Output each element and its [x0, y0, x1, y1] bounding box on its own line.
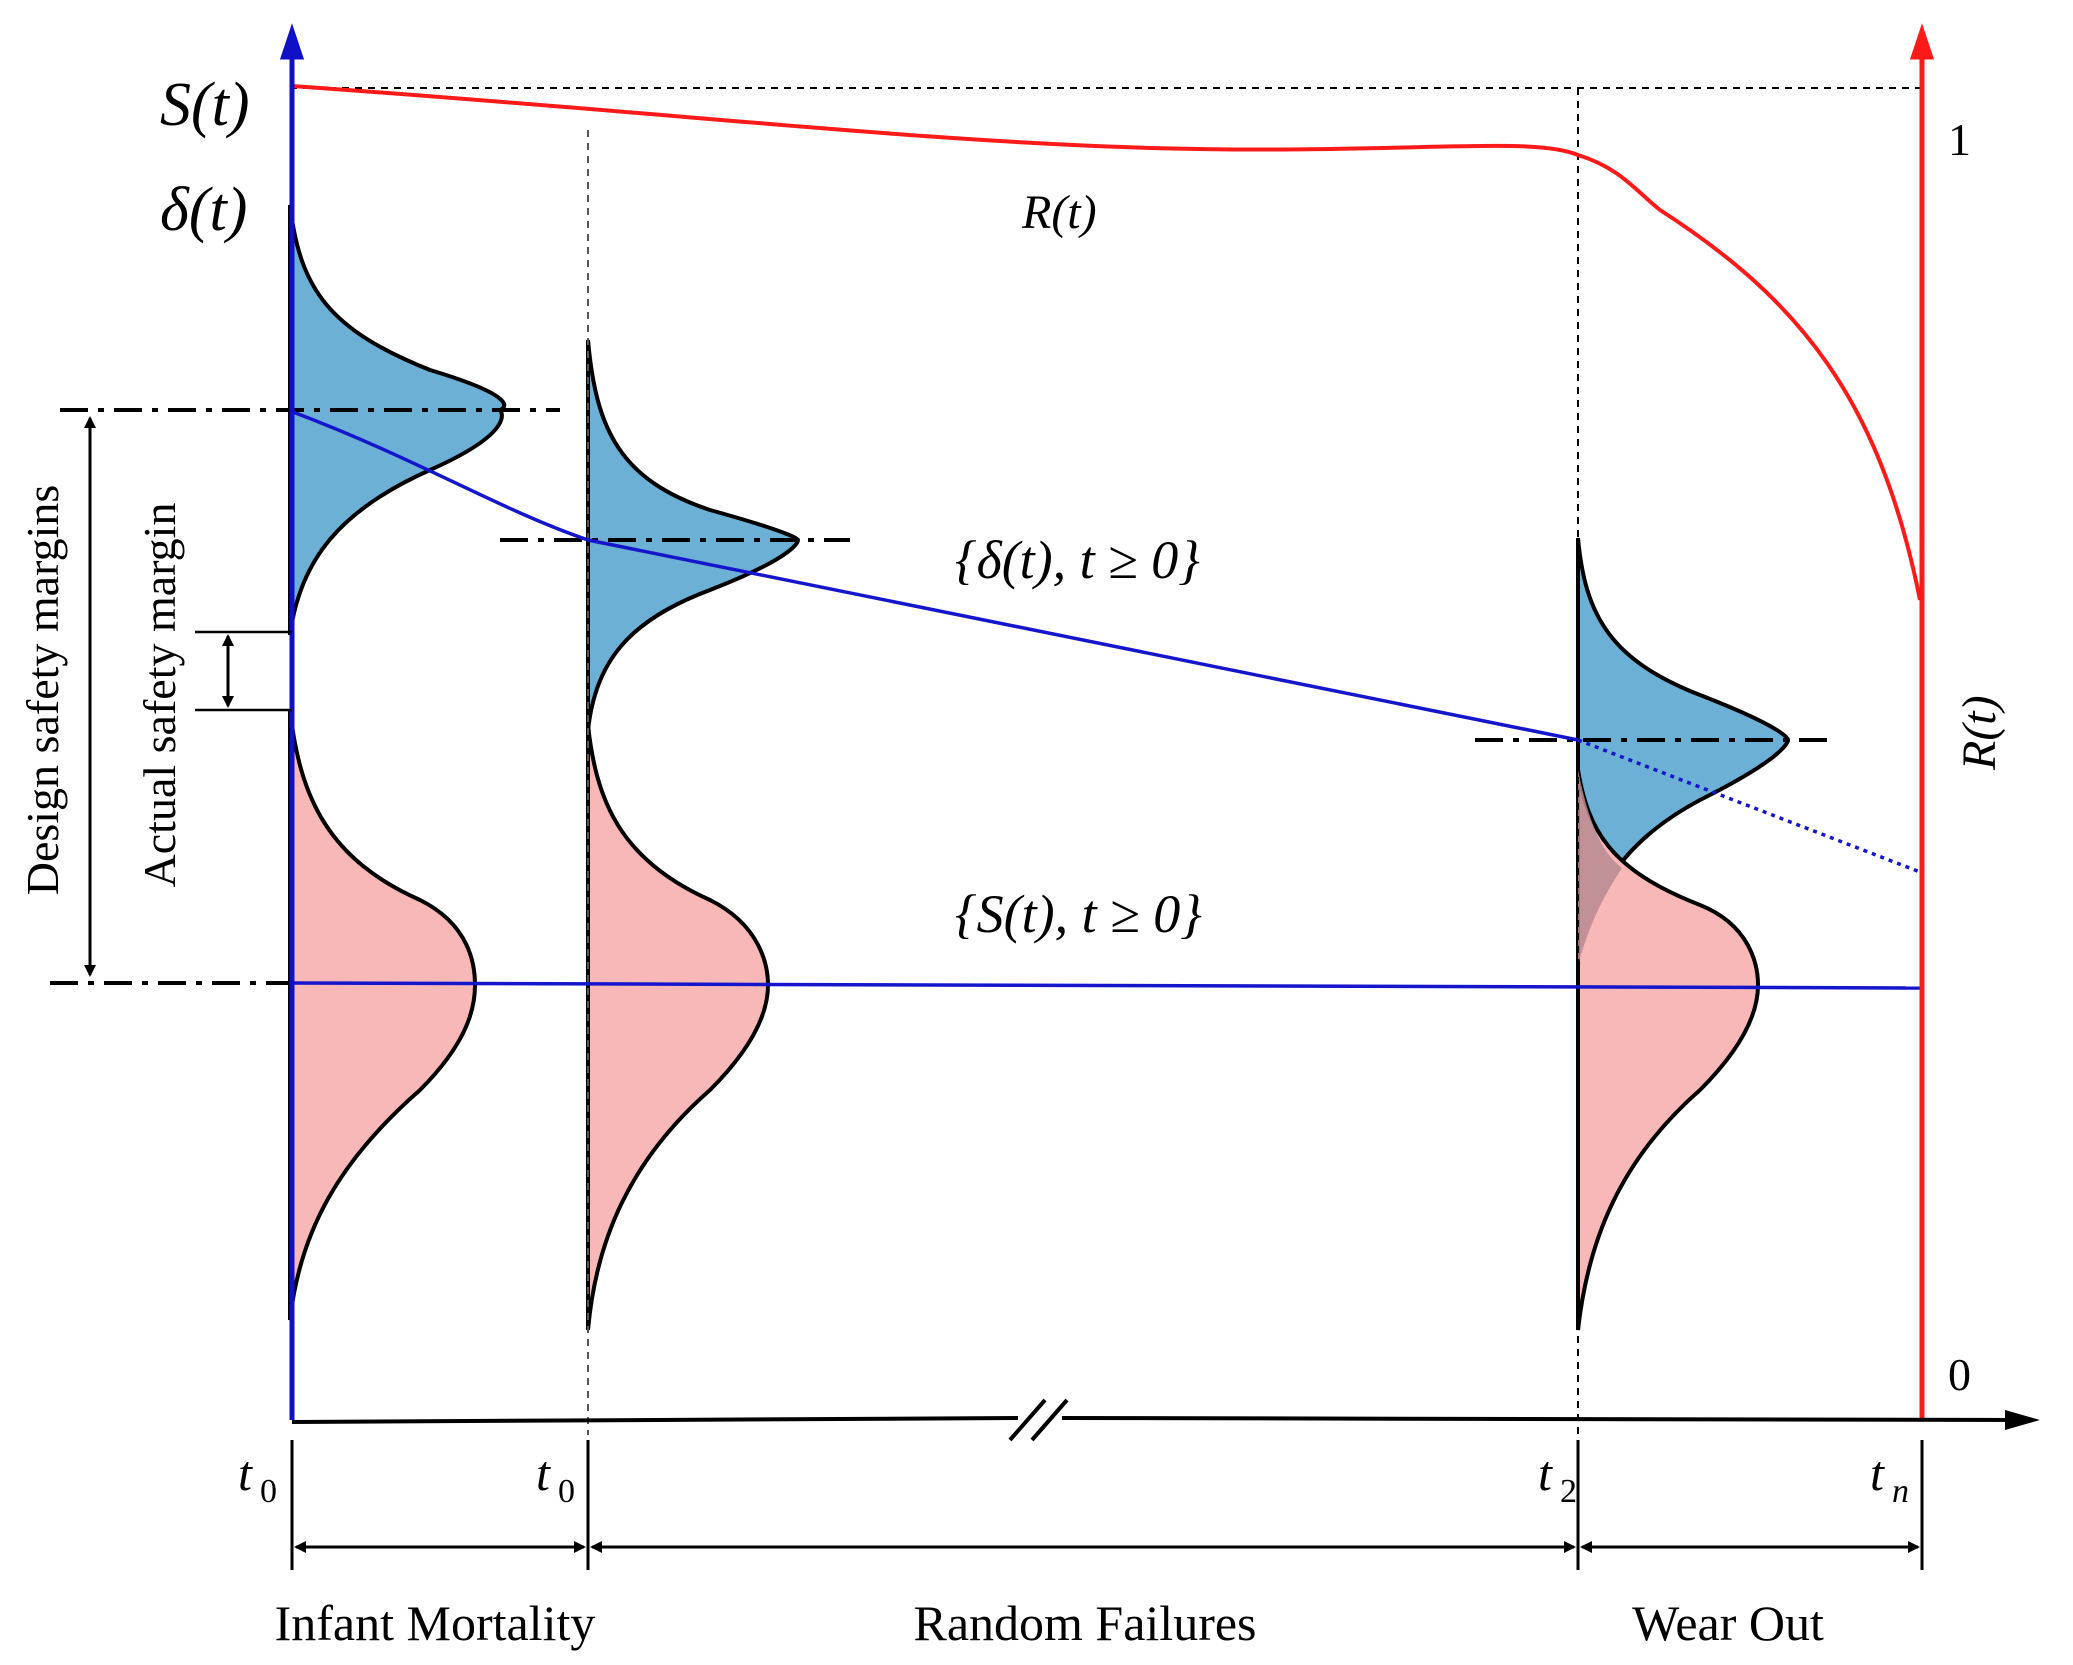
delta-process-label: {δ(t), t ≥ 0} — [955, 530, 1200, 590]
time-axis-arrowhead-icon — [2005, 1410, 2040, 1430]
reliability-curve — [291, 84, 1922, 601]
x-tick-t0-sub: 0 — [260, 1473, 277, 1510]
left-axis-arrowhead-icon — [279, 23, 305, 60]
x-tick-t0: t 0 — [238, 1445, 277, 1510]
delta-distribution-2 — [586, 339, 800, 731]
strength-trend-line — [289, 981, 1923, 990]
x-tick-t2-base: t — [1538, 1445, 1553, 1501]
right-axis-label: R(t) — [1953, 695, 2006, 771]
time-axis-right-segment — [1061, 1416, 2031, 1422]
left-axis-label-delta: δ(t) — [160, 176, 247, 244]
axis-break-icon — [1008, 1398, 1069, 1442]
x-tick-tn: t n — [1870, 1445, 1909, 1510]
strength-distribution-3 — [1576, 769, 1761, 1331]
strength-process-label: {S(t), t ≥ 0} — [955, 884, 1202, 944]
x-tick-t0b-sub: 0 — [558, 1473, 575, 1510]
reliability-curve-label: R(t) — [1021, 186, 1097, 239]
x-tick-t0-base: t — [238, 1445, 253, 1501]
right-axis-arrowhead-icon — [1909, 23, 1935, 60]
x-tick-t0b: t 0 — [536, 1445, 575, 1510]
interference-overlap-region — [1578, 770, 1622, 965]
delta-trend-line — [292, 410, 1579, 742]
right-axis-tick-top: 1 — [1948, 114, 1971, 165]
design-safety-margin-label: Design safety margins — [17, 485, 68, 896]
x-tick-t0b-base: t — [536, 1445, 551, 1501]
right-axis-tick-bottom: 0 — [1948, 1349, 1971, 1400]
delta-trend-extrapolated-dotted — [1577, 738, 1921, 874]
actual-safety-margin-label: Actual safety margin — [134, 503, 185, 888]
phase-label-random-failures: Random Failures — [913, 1595, 1256, 1651]
x-tick-tn-base: t — [1870, 1445, 1885, 1501]
time-axis-left-segment — [291, 1416, 1019, 1424]
x-tick-t2: t 2 — [1538, 1445, 1577, 1510]
strength-distribution-2 — [586, 724, 771, 1331]
delta-distribution-1 — [288, 204, 507, 636]
phase-label-wear-out: Wear Out — [1632, 1595, 1824, 1651]
left-axis-label-s: S(t) — [160, 71, 250, 139]
x-tick-t2-sub: 2 — [1560, 1473, 1577, 1510]
x-tick-tn-sub: n — [1892, 1473, 1909, 1510]
phase-label-infant-mortality: Infant Mortality — [275, 1595, 596, 1651]
strength-distribution-1 — [288, 709, 478, 1321]
